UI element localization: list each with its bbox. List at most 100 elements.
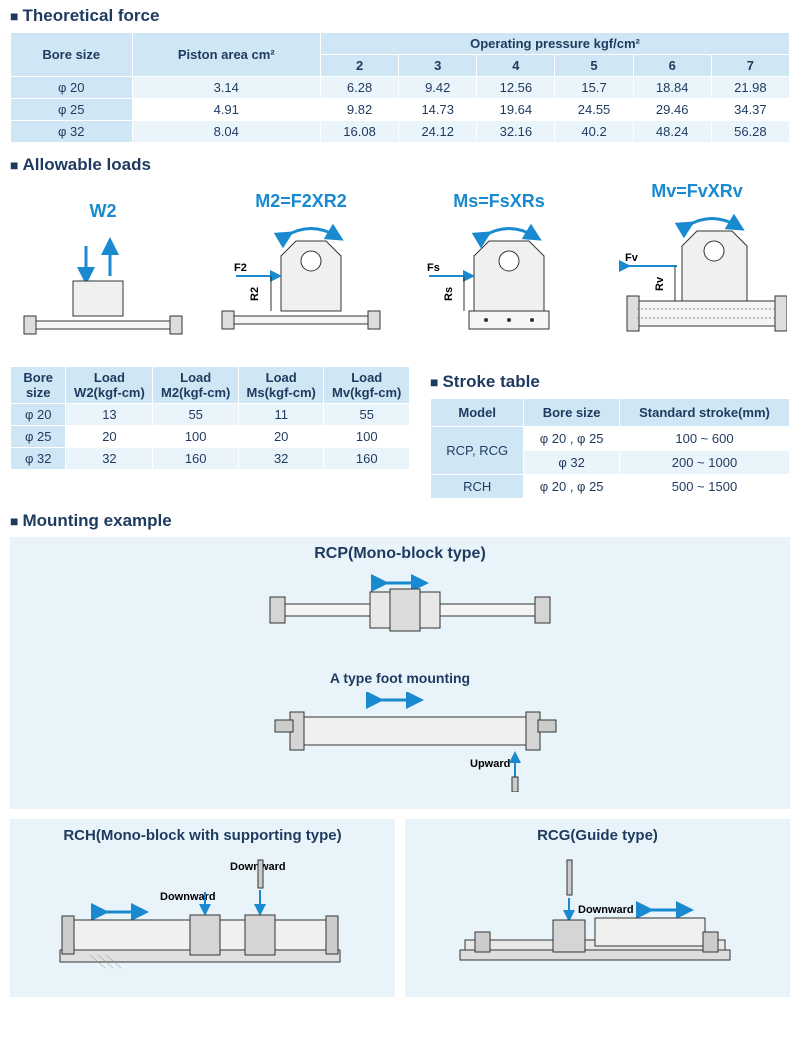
fs-label: Fs [427, 262, 440, 274]
cell: 9.82 [320, 99, 398, 121]
rch-diagram-icon: Downward Downward [10, 850, 390, 980]
foot-mount-diagram-icon: Upward [10, 692, 790, 792]
cell: 24.12 [399, 121, 477, 143]
cell: 18.84 [633, 77, 711, 99]
mounting-rcp-panel: RCP(Mono-block type) A type foot mountin… [10, 537, 790, 809]
cell: 200 ~ 1000 [619, 451, 789, 475]
cell: 6.28 [320, 77, 398, 99]
cell: 55 [324, 404, 410, 426]
th-p-1: 3 [399, 55, 477, 77]
th: Bore size [524, 399, 620, 427]
cell: 19.64 [477, 99, 555, 121]
theoretical-force-table: Bore size Piston area cm² Operating pres… [10, 32, 790, 143]
cell: φ 32 [11, 121, 133, 143]
cell: φ 20 [11, 404, 66, 426]
th: Bore size [11, 367, 66, 404]
cell: 21.98 [711, 77, 789, 99]
cell: 20 [66, 426, 153, 448]
stroke-table: Model Bore size Standard stroke(mm) RCP,… [430, 398, 790, 499]
th-p-2: 4 [477, 55, 555, 77]
cell: RCH [431, 475, 524, 499]
cell: 24.55 [555, 99, 633, 121]
cell: 16.08 [320, 121, 398, 143]
allowable-loads-table: Bore size Load W2(kgf-cm) Load M2(kgf-cm… [10, 366, 410, 470]
r2-label: R2 [249, 287, 261, 301]
foot-title: A type foot mounting [10, 670, 790, 686]
cell: 32.16 [477, 121, 555, 143]
downward-label-2: Downward [160, 891, 216, 903]
cell: 13 [66, 404, 153, 426]
cell: φ 32 [11, 448, 66, 470]
rcg-title: RCG(Guide type) [405, 827, 790, 844]
label-w2: W2 [10, 201, 196, 222]
cell: 55 [153, 404, 239, 426]
cell: 56.28 [711, 121, 789, 143]
cell: φ 20 , φ 25 [524, 475, 620, 499]
diagram-w2: W2 [10, 201, 196, 356]
upward-label: Upward [470, 758, 510, 770]
ms-icon: Fs Rs [414, 216, 584, 356]
cell: 9.42 [399, 77, 477, 99]
cell: 100 [324, 426, 410, 448]
rcp-title: RCP(Mono-block type) [10, 545, 790, 563]
section-title-mounting: Mounting example [10, 511, 800, 531]
section-title-theoretical-force: Theoretical force [10, 6, 800, 26]
cell: 160 [153, 448, 239, 470]
cell: 48.24 [633, 121, 711, 143]
rs-label: Rs [443, 287, 455, 301]
cell: 20 [238, 426, 324, 448]
cell: 500 ~ 1500 [619, 475, 789, 499]
th-p-3: 5 [555, 55, 633, 77]
cell: 160 [324, 448, 410, 470]
th: Load M2(kgf-cm) [153, 367, 239, 404]
diagram-mv: Mv=FvXRv Fv Rv [604, 181, 790, 356]
cell: φ 20 [11, 77, 133, 99]
cell: φ 20 , φ 25 [524, 427, 620, 451]
th-piston: Piston area cm² [132, 33, 320, 77]
cell: 4.91 [132, 99, 320, 121]
rch-title: RCH(Mono-block with supporting type) [10, 827, 395, 844]
cell: RCP, RCG [431, 427, 524, 475]
fv-label: Fv [625, 252, 639, 264]
diagram-m2: M2=F2XR2 F2 R2 [208, 191, 394, 356]
allowable-diagrams: W2 M2=F2XR2 F2 R2 Ms=FsXRs [10, 181, 790, 356]
cell: 100 [153, 426, 239, 448]
mounting-rch-panel: RCH(Mono-block with supporting type) Dow… [10, 819, 395, 997]
cell: φ 25 [11, 426, 66, 448]
section-title-allowable-loads: Allowable loads [10, 155, 800, 175]
cell: 40.2 [555, 121, 633, 143]
mv-icon: Fv Rv [607, 206, 787, 356]
cell: 29.46 [633, 99, 711, 121]
label-ms: Ms=FsXRs [406, 191, 592, 212]
mounting-rcg-panel: RCG(Guide type) Downward [405, 819, 790, 997]
cell: 8.04 [132, 121, 320, 143]
cell: 100 ~ 600 [619, 427, 789, 451]
th: Standard stroke(mm) [619, 399, 789, 427]
rcg-diagram-icon: Downward [405, 850, 785, 980]
section-title-stroke: Stroke table [430, 372, 790, 392]
cell: 34.37 [711, 99, 789, 121]
cell: 3.14 [132, 77, 320, 99]
cell: 12.56 [477, 77, 555, 99]
th-p-5: 7 [711, 55, 789, 77]
th-p-4: 6 [633, 55, 711, 77]
m2-icon: F2 R2 [216, 216, 386, 356]
diagram-ms: Ms=FsXRs Fs Rs [406, 191, 592, 356]
th: Load W2(kgf-cm) [66, 367, 153, 404]
w2-icon [18, 226, 188, 356]
cell: 32 [66, 448, 153, 470]
label-m2: M2=F2XR2 [208, 191, 394, 212]
f2-label: F2 [234, 262, 247, 274]
rcp-diagram-icon [10, 569, 790, 659]
th-op-pressure: Operating pressure kgf/cm² [320, 33, 789, 55]
cell: 15.7 [555, 77, 633, 99]
cell: φ 25 [11, 99, 133, 121]
downward-label: Downward [578, 904, 634, 916]
th-bore: Bore size [11, 33, 133, 77]
cell: φ 32 [524, 451, 620, 475]
th: Load Mv(kgf-cm) [324, 367, 410, 404]
rv-label: Rv [654, 276, 666, 291]
label-mv: Mv=FvXRv [604, 181, 790, 202]
th: Model [431, 399, 524, 427]
cell: 32 [238, 448, 324, 470]
